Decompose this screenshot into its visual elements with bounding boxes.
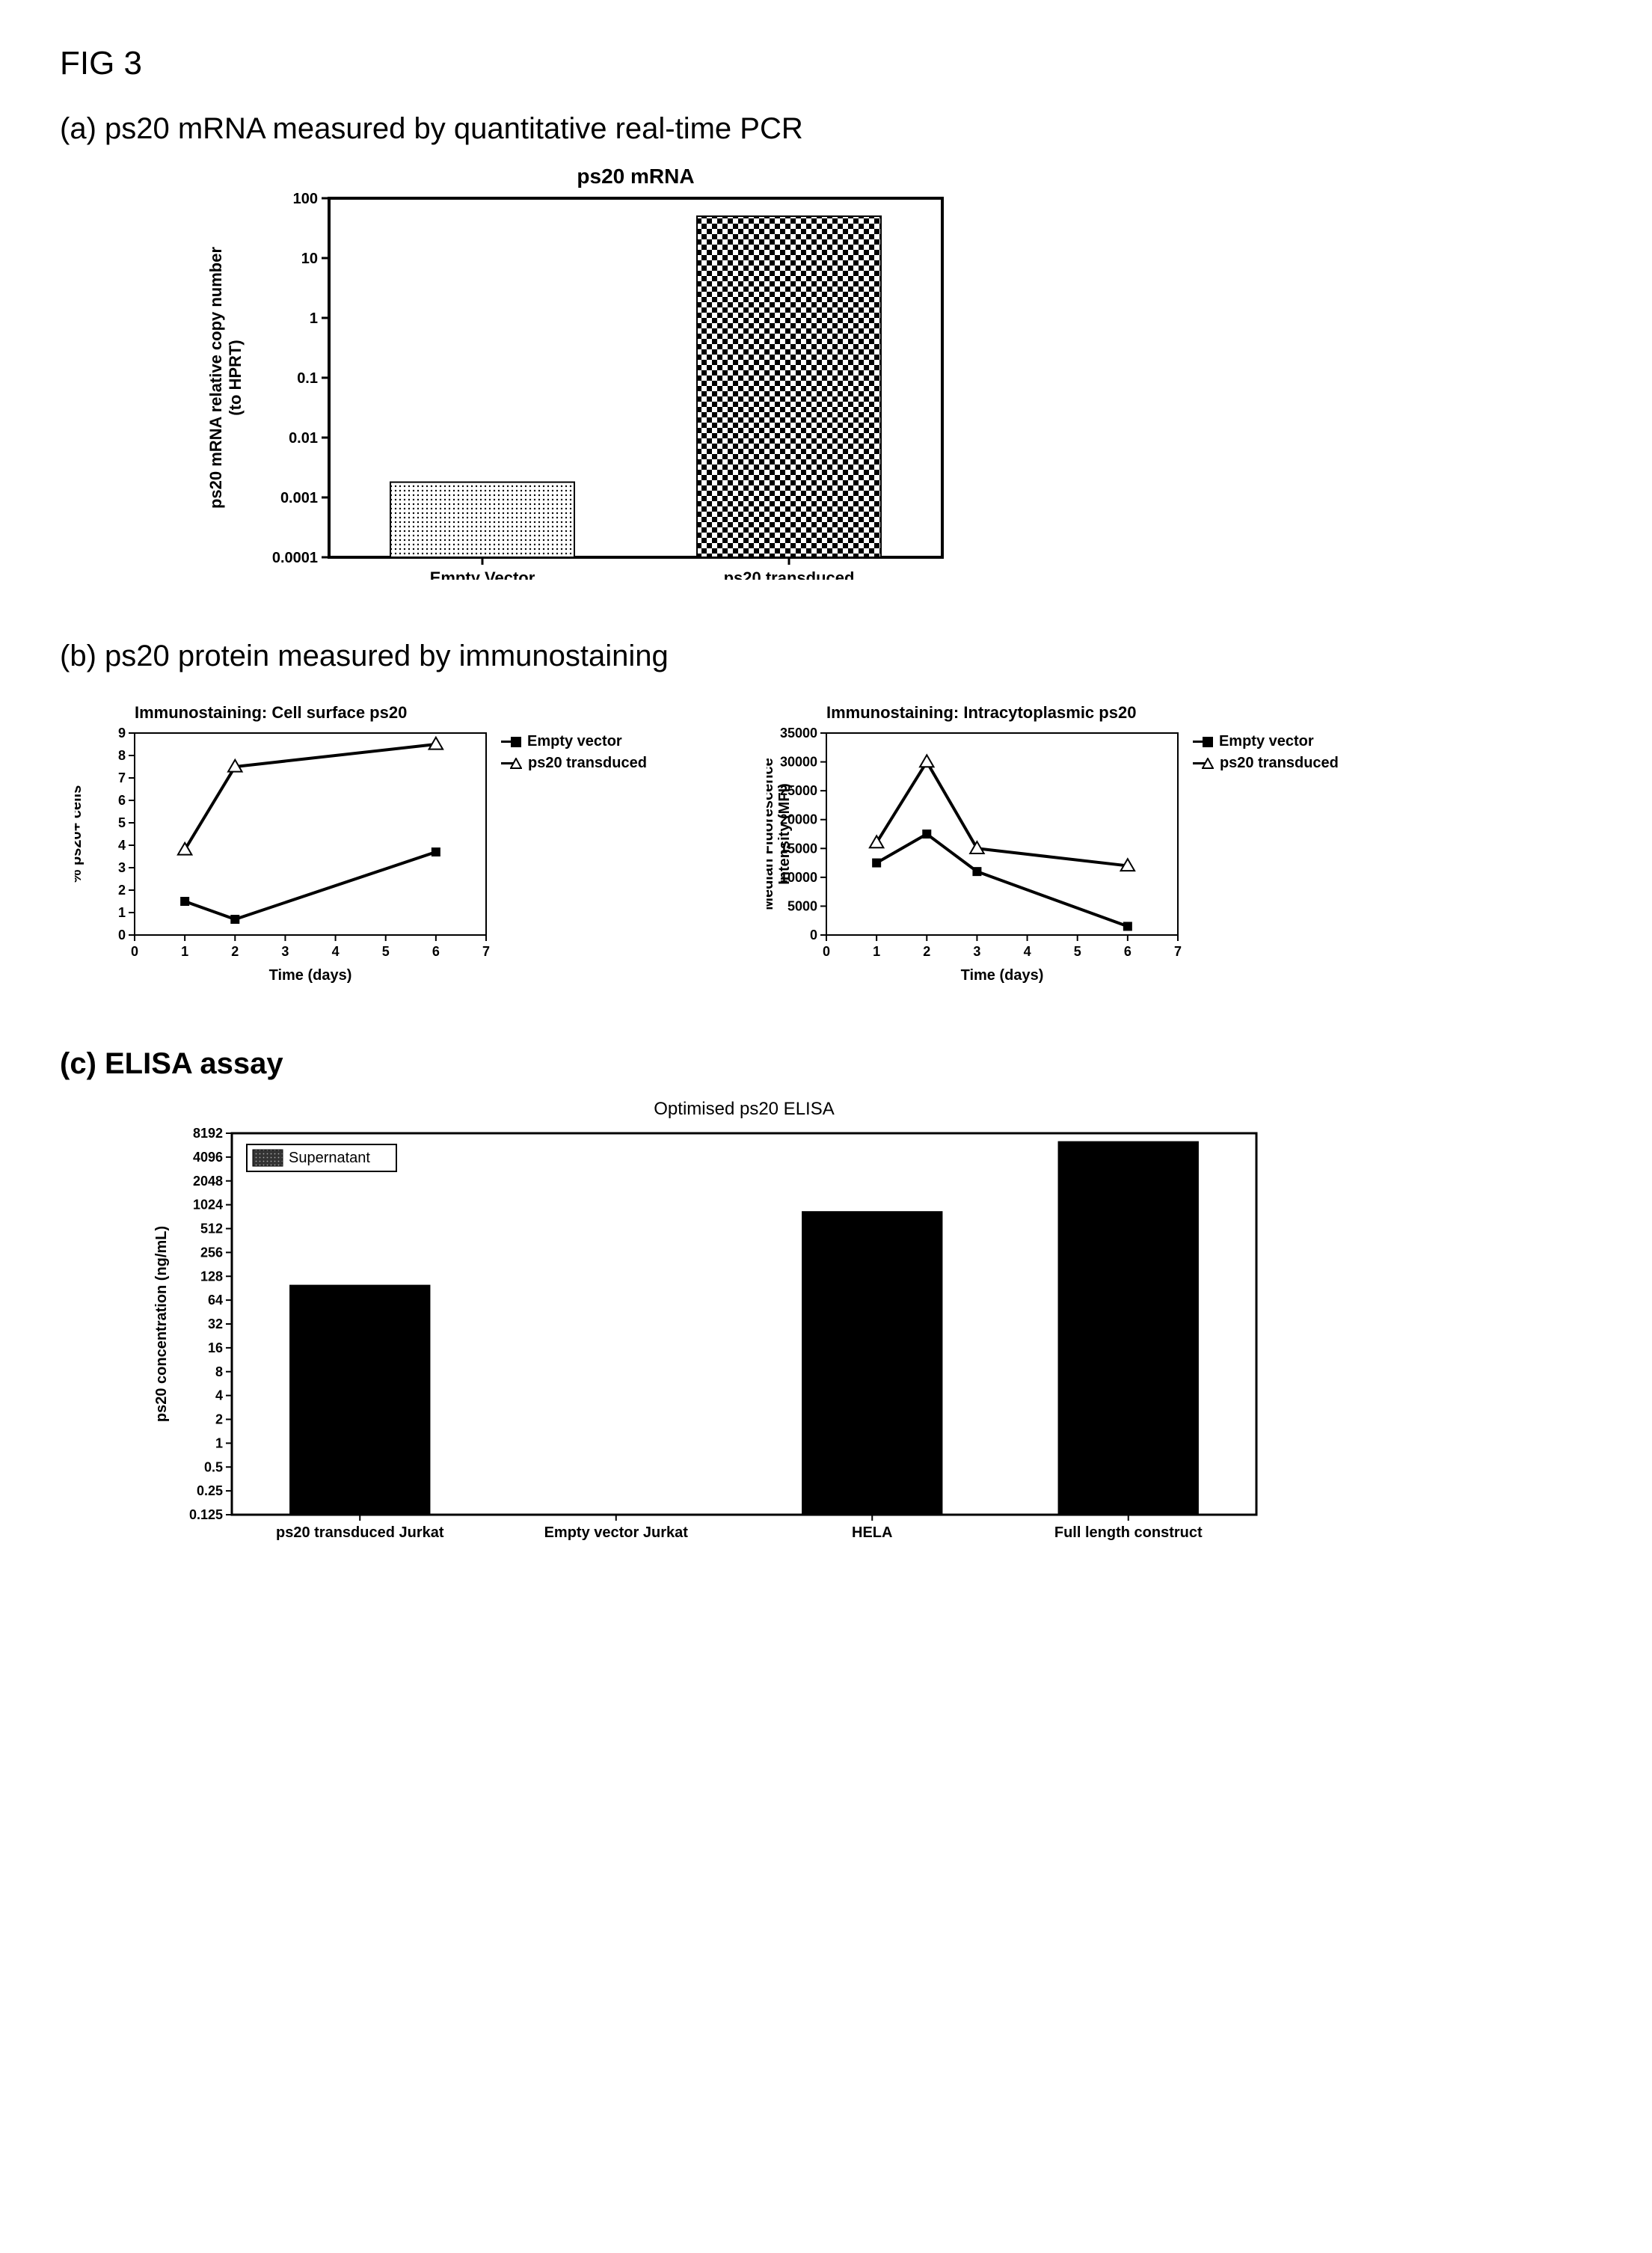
svg-text:35000: 35000 bbox=[780, 726, 817, 741]
svg-text:10: 10 bbox=[301, 251, 318, 267]
svg-text:5: 5 bbox=[118, 815, 126, 830]
panel-b-left-legend: Empty vector ps20 transduced bbox=[501, 733, 647, 776]
svg-text:ps20 mRNA: ps20 mRNA bbox=[577, 165, 694, 188]
svg-text:ps20 concentration (ng/mL): ps20 concentration (ng/mL) bbox=[153, 1226, 170, 1422]
svg-text:7: 7 bbox=[1174, 944, 1182, 959]
svg-text:Immunostaining: Intracytoplasm: Immunostaining: Intracytoplasmic ps20 bbox=[826, 703, 1136, 722]
svg-text:0.01: 0.01 bbox=[289, 430, 318, 447]
svg-text:Median FluorescenceIntensity (: Median FluorescenceIntensity (MFI) bbox=[767, 758, 793, 910]
legend-item: Empty vector bbox=[501, 733, 647, 750]
svg-text:5: 5 bbox=[1074, 944, 1081, 959]
figure-label: FIG 3 bbox=[60, 45, 1592, 82]
svg-text:1: 1 bbox=[181, 944, 188, 959]
svg-text:100: 100 bbox=[293, 191, 318, 207]
svg-text:Empty vector Jurkat: Empty vector Jurkat bbox=[544, 1524, 689, 1541]
svg-text:1024: 1024 bbox=[193, 1198, 223, 1213]
panel-b-right-chart: Immunostaining: Intracytoplasmic ps20 0 1 2… bbox=[767, 703, 1185, 987]
svg-text:Time (days): Time (days) bbox=[961, 967, 1044, 984]
svg-text:4: 4 bbox=[1024, 944, 1031, 959]
svg-text:256: 256 bbox=[200, 1245, 223, 1260]
svg-text:3: 3 bbox=[118, 860, 126, 875]
svg-text:HELA: HELA bbox=[852, 1524, 892, 1541]
svg-text:Full length construct: Full length construct bbox=[1054, 1524, 1203, 1541]
svg-text:64: 64 bbox=[208, 1293, 223, 1308]
svg-text:30000: 30000 bbox=[780, 755, 817, 770]
panel-a-chart: ps20 mRNA 0.0001 0.001 0.01 0.1 1 10 100 ps20 mR… bbox=[209, 161, 1592, 580]
svg-text:Immunostaining: Cell surface p: Immunostaining: Cell surface ps20 bbox=[135, 703, 407, 722]
svg-text:% ps20+ cells: % ps20+ cells bbox=[75, 785, 85, 883]
svg-text:0.001: 0.001 bbox=[280, 490, 318, 506]
svg-text:16: 16 bbox=[208, 1340, 223, 1355]
panel-c-label: (c) ELISA assay bbox=[60, 1047, 1592, 1081]
svg-text:0: 0 bbox=[118, 928, 126, 942]
svg-text:ps20 mRNA relative copy number: ps20 mRNA relative copy number(to HPRT) bbox=[209, 247, 245, 509]
svg-text:0: 0 bbox=[131, 944, 138, 959]
svg-text:6: 6 bbox=[1124, 944, 1131, 959]
svg-text:512: 512 bbox=[200, 1221, 223, 1236]
svg-text:2: 2 bbox=[118, 883, 126, 898]
svg-text:2048: 2048 bbox=[193, 1174, 223, 1189]
legend-item: ps20 transduced bbox=[1193, 755, 1339, 772]
svg-text:128: 128 bbox=[200, 1269, 223, 1284]
svg-text:Empty Vector: Empty Vector bbox=[430, 568, 535, 580]
panel-b-label: (b) ps20 protein measured by immunostain… bbox=[60, 640, 1592, 673]
svg-text:3: 3 bbox=[281, 944, 289, 959]
svg-text:0: 0 bbox=[810, 928, 817, 942]
svg-text:6: 6 bbox=[432, 944, 440, 959]
svg-text:6: 6 bbox=[118, 793, 126, 808]
svg-text:32: 32 bbox=[208, 1316, 223, 1331]
svg-text:2: 2 bbox=[215, 1412, 223, 1427]
svg-text:ps20 transduced: ps20 transduced bbox=[724, 568, 855, 580]
svg-text:0.25: 0.25 bbox=[197, 1483, 223, 1498]
svg-text:8192: 8192 bbox=[193, 1126, 223, 1141]
svg-text:7: 7 bbox=[482, 944, 490, 959]
svg-text:1: 1 bbox=[118, 905, 126, 920]
legend-item: Empty vector bbox=[1193, 733, 1339, 750]
svg-text:1: 1 bbox=[873, 944, 880, 959]
svg-text:7: 7 bbox=[118, 770, 126, 785]
svg-text:Supernatant: Supernatant bbox=[289, 1150, 370, 1166]
svg-text:0.5: 0.5 bbox=[204, 1459, 223, 1474]
panel-b-left-chart: Immunostaining: Cell surface ps20 0 1 2 3 4 5 6… bbox=[75, 703, 494, 987]
svg-text:2: 2 bbox=[231, 944, 239, 959]
svg-text:4: 4 bbox=[215, 1388, 223, 1403]
svg-text:1: 1 bbox=[310, 310, 318, 327]
svg-text:0.0001: 0.0001 bbox=[272, 550, 318, 566]
svg-text:4096: 4096 bbox=[193, 1150, 223, 1165]
svg-text:8: 8 bbox=[118, 748, 126, 763]
svg-text:0.1: 0.1 bbox=[297, 370, 318, 387]
svg-text:5000: 5000 bbox=[787, 898, 817, 913]
panel-a-label: (a) ps20 mRNA measured by quantitative r… bbox=[60, 112, 1592, 146]
panel-b-right-legend: Empty vector ps20 transduced bbox=[1193, 733, 1339, 776]
svg-text:0: 0 bbox=[823, 944, 830, 959]
svg-text:8: 8 bbox=[215, 1364, 223, 1379]
svg-text:Optimised ps20 ELISA: Optimised ps20 ELISA bbox=[654, 1099, 834, 1119]
svg-text:4: 4 bbox=[332, 944, 340, 959]
svg-text:2: 2 bbox=[923, 944, 930, 959]
svg-text:ps20 transduced Jurkat: ps20 transduced Jurkat bbox=[276, 1524, 444, 1541]
legend-item: ps20 transduced bbox=[501, 755, 647, 772]
svg-text:9: 9 bbox=[118, 726, 126, 741]
svg-text:3: 3 bbox=[973, 944, 980, 959]
svg-text:4: 4 bbox=[118, 838, 126, 853]
svg-text:1: 1 bbox=[215, 1435, 223, 1450]
svg-text:0.125: 0.125 bbox=[189, 1507, 223, 1522]
panel-c-chart: Optimised ps20 ELISA 0.125 0.25 0.5 1 2 4 8 16 32… bbox=[150, 1096, 1592, 1560]
svg-text:Time (days): Time (days) bbox=[269, 967, 352, 984]
svg-text:5: 5 bbox=[382, 944, 390, 959]
